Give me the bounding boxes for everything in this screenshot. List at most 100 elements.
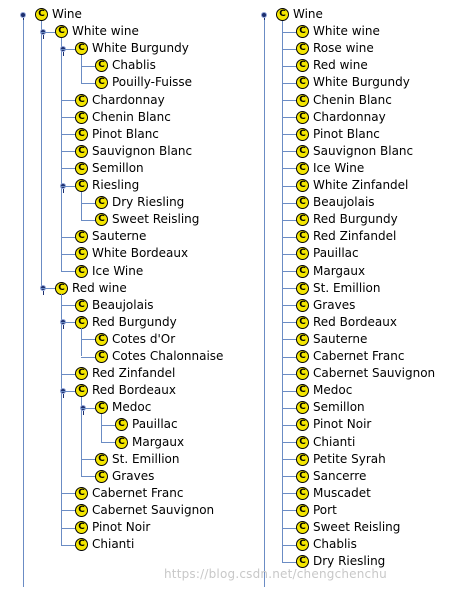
tree-node[interactable]: C Rose wine (296, 40, 374, 57)
tree-node[interactable]: C Pinot Blanc (75, 126, 159, 143)
tree-node[interactable]: C Red Burgundy (75, 314, 177, 331)
class-icon: C (95, 213, 108, 227)
tree-node[interactable]: C Red Zinfandel (75, 365, 175, 382)
tree-node[interactable]: C St. Emillion (95, 451, 180, 468)
tree-node[interactable]: C Cabernet Franc (75, 485, 183, 502)
expand-toggle-icon[interactable] (261, 11, 267, 22)
tree-connector (282, 271, 296, 272)
class-icon: C (95, 196, 108, 210)
tree-node[interactable]: C Graves (95, 468, 154, 485)
class-icon: C (115, 435, 128, 449)
tree-node-label: Red Bordeaux (313, 314, 397, 329)
tree-node[interactable]: C Margaux (296, 263, 365, 280)
tree-node[interactable]: C Ice Wine (75, 263, 143, 280)
tree-connector (61, 185, 75, 187)
tree-connector (61, 527, 75, 529)
tree-node[interactable]: C Port (296, 502, 337, 519)
tree-node[interactable]: C Red wine (296, 57, 368, 74)
tree-node[interactable]: C Sweet Reisling (296, 519, 400, 536)
tree-node-label: Chablis (112, 58, 156, 73)
tree-connector (282, 202, 296, 204)
tree-node[interactable]: C White Burgundy (296, 74, 410, 91)
tree-node[interactable]: C Red Bordeaux (296, 314, 397, 331)
tree-node[interactable]: C Cabernet Sauvignon (75, 502, 214, 519)
tree-node[interactable]: C Cotes d'Or (95, 331, 175, 348)
tree-node[interactable]: C Chardonnay (296, 109, 386, 126)
tree-node[interactable]: C Pinot Noir (75, 519, 150, 536)
tree-node[interactable]: C Pinot Noir (296, 416, 371, 433)
tree-node-label: Cabernet Franc (92, 485, 184, 500)
tree-node[interactable]: C White wine (296, 23, 380, 40)
tree-node[interactable]: C Chardonnay (75, 92, 165, 109)
tree-node[interactable]: C Pauillac (296, 245, 359, 262)
tree-node[interactable]: C Pauillac (115, 416, 178, 433)
tree-connector (81, 202, 95, 204)
tree-node[interactable]: C Sauvignon Blanc (75, 143, 192, 160)
tree-node[interactable]: C Semillon (75, 160, 144, 177)
tree-node[interactable]: C Cotes Chalonnaise (95, 348, 223, 365)
tree-node[interactable]: C Chenin Blanc (296, 92, 392, 109)
tree-node[interactable]: C Chablis (296, 536, 357, 553)
tree-node[interactable]: C Red Burgundy (296, 211, 398, 228)
class-icon: C (296, 486, 309, 500)
tree-node[interactable]: C Pouilly-Fuisse (95, 74, 192, 91)
tree-node-label: Margaux (313, 263, 366, 278)
tree-node[interactable]: C St. Emillion (296, 280, 381, 297)
class-icon: C (296, 127, 309, 141)
tree-node[interactable]: C Chablis (95, 57, 156, 74)
tree-node[interactable]: C White Zinfandel (296, 177, 408, 194)
class-icon: C (296, 264, 309, 278)
tree-connector (282, 253, 296, 255)
tree-connector (81, 459, 95, 461)
tree-connector (81, 339, 95, 341)
tree-node[interactable]: C Petite Syrah (296, 451, 386, 468)
tree-connector (282, 151, 296, 153)
tree-node-label: White wine (313, 24, 380, 39)
tree-node-label: Dry Riesling (313, 554, 386, 569)
tree-node-label: Red Burgundy (92, 314, 177, 329)
tree-node[interactable]: C Ice Wine (296, 160, 364, 177)
tree-node[interactable]: C Sweet Reisling (95, 211, 199, 228)
tree-node[interactable]: C Beaujolais (75, 297, 154, 314)
tree-node[interactable]: C Red Bordeaux (75, 382, 176, 399)
tree-connector (61, 37, 62, 271)
tree-node[interactable]: C Margaux (115, 434, 184, 451)
tree-connector (61, 100, 75, 101)
tree-node[interactable]: C Sauterne (296, 331, 367, 348)
tree-node[interactable]: C Cabernet Franc (296, 348, 404, 365)
tree-node[interactable]: C Muscadet (296, 485, 371, 502)
tree-node[interactable]: C Red Zinfandel (296, 228, 396, 245)
tree-node[interactable]: C Pinot Blanc (296, 126, 380, 143)
tree-connector (61, 390, 75, 392)
tree-node[interactable]: C Chenin Blanc (75, 109, 171, 126)
tree-node[interactable]: C Dry Riesling (296, 553, 385, 570)
class-icon: C (296, 213, 309, 227)
tree-node-label: Riesling (92, 178, 140, 192)
class-icon: C (75, 230, 88, 244)
tree-node-label: Medoc (313, 383, 353, 398)
tree-node[interactable]: C Dry Riesling (95, 194, 184, 211)
tree-node[interactable]: C Medoc (95, 399, 151, 416)
tree-node[interactable]: C Red wine (55, 280, 127, 297)
tree-node[interactable]: C Sauterne (75, 228, 146, 245)
tree-connector (264, 19, 265, 587)
tree-node-label: Cabernet Sauvignon (92, 502, 215, 517)
tree-node[interactable]: C Wine (276, 6, 323, 23)
tree-node[interactable]: C Chianti (296, 434, 355, 451)
tree-node[interactable]: C White Bordeaux (75, 245, 188, 262)
tree-node[interactable]: C Chianti (75, 536, 134, 553)
tree-connector (81, 54, 82, 83)
tree-connector (282, 510, 296, 512)
tree-node[interactable]: C Semillon (296, 399, 365, 416)
tree-node[interactable]: C Beaujolais (296, 194, 375, 211)
watermark-text: https://blog.csdn.net/chengchenchu (164, 567, 387, 581)
tree-node[interactable]: C Sancerre (296, 468, 366, 485)
tree-node[interactable]: C Sauvignon Blanc (296, 143, 413, 160)
class-icon: C (296, 503, 309, 517)
tree-node[interactable]: C Cabernet Sauvignon (296, 365, 435, 382)
tree-node[interactable]: C Medoc (296, 382, 352, 399)
tree-node[interactable]: C Graves (296, 297, 355, 314)
tree-node[interactable]: C Wine (35, 6, 82, 23)
tree-node-label: Beaujolais (92, 297, 154, 312)
tree-node[interactable]: C Riesling (75, 177, 139, 194)
